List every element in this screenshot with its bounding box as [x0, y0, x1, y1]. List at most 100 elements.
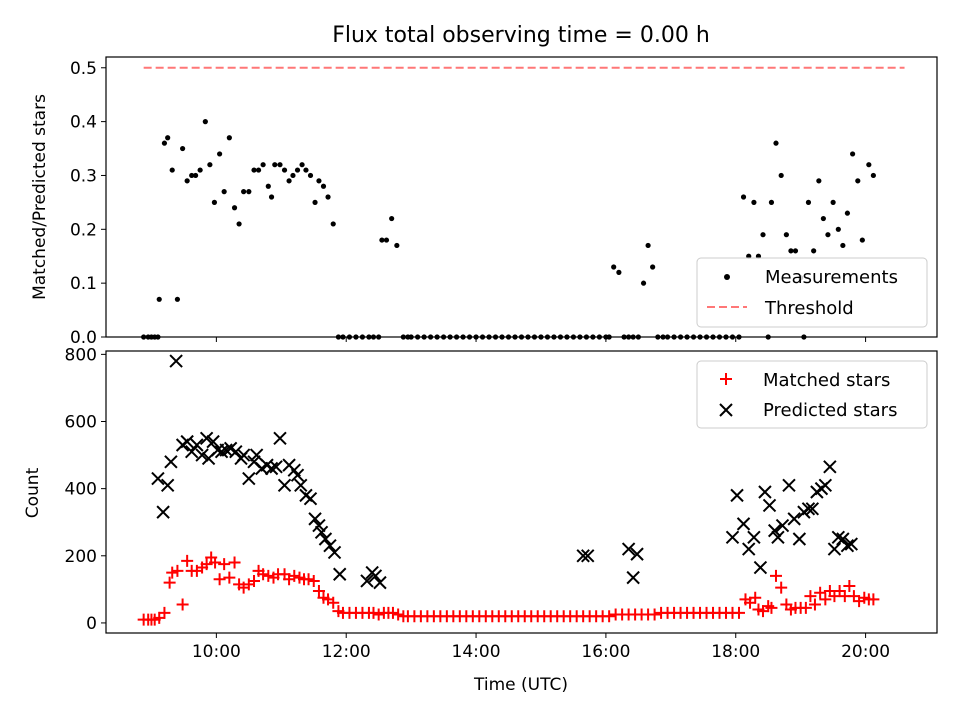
- matched-star-point: [163, 576, 176, 589]
- measurement-point: [217, 151, 223, 157]
- predicted-star-point: [184, 445, 199, 459]
- predicted-star-point: [169, 354, 183, 368]
- measurement-point: [760, 232, 766, 238]
- matched-star-point: [603, 610, 616, 623]
- measurement-point: [330, 221, 336, 227]
- predicted-star-point: [775, 518, 790, 533]
- measurement-point: [189, 172, 195, 179]
- measurement-point: [277, 162, 283, 168]
- measurement-point: [307, 172, 314, 179]
- bottom-axes-frame: [105, 350, 938, 634]
- predicted-star-point: [626, 570, 640, 585]
- measurement-point: [650, 264, 656, 270]
- predicted-star-point: [753, 560, 768, 575]
- matched-star-point: [171, 564, 184, 577]
- matched-star-point: [209, 556, 222, 569]
- matched-star-point: [302, 573, 315, 586]
- bottom-legend-box: [696, 360, 928, 429]
- predicted-star-point: [151, 471, 165, 486]
- measurement-point: [389, 215, 395, 222]
- matched-star-point: [814, 586, 827, 599]
- measurement-point: [830, 199, 836, 205]
- measurement-point: [859, 237, 865, 243]
- matched-star-point: [847, 590, 860, 603]
- measurement-point: [180, 145, 186, 152]
- predicted-star-point: [229, 445, 243, 459]
- top-panel: Flux total observing time = 0.00 h Match…: [30, 23, 938, 348]
- matched-star-point: [804, 590, 817, 603]
- measurement-point: [816, 178, 822, 184]
- legend-predicted-label: Predicted stars: [763, 400, 897, 421]
- predicted-star-point: [736, 517, 751, 531]
- bottom-x-ticks: 10:00 12:00 14:00 16:00 18:00 20:00: [192, 633, 890, 662]
- predicted-star-point: [308, 512, 322, 526]
- bottom-y-tick-label: 800: [65, 345, 97, 365]
- measurement-point: [265, 183, 271, 189]
- matched-star-point: [262, 569, 275, 582]
- measurement-point: [320, 183, 327, 189]
- predicted-star-point: [199, 431, 214, 445]
- bottom-x-tick-label: 12:00: [322, 642, 371, 662]
- matched-star-point: [223, 571, 236, 584]
- measurement-point: [811, 248, 817, 254]
- measurement-point: [844, 210, 851, 216]
- matched-star-point: [372, 608, 385, 621]
- bottom-y-tick-label: 200: [65, 547, 97, 567]
- measurement-point: [184, 178, 190, 184]
- matched-star-point: [819, 593, 832, 606]
- measurement-point: [165, 135, 171, 141]
- predicted-star-point: [156, 505, 170, 519]
- predicted-star-point: [273, 431, 287, 445]
- matched-star-point: [843, 580, 856, 592]
- top-axes-frame: [105, 56, 938, 338]
- measurement-point: [221, 189, 227, 195]
- measurement-point: [383, 237, 390, 243]
- predicted-star-point: [576, 549, 590, 563]
- legend-threshold-label: Threshold: [764, 298, 854, 319]
- measurement-point: [855, 178, 861, 184]
- bottom-legend: Matched stars Predicted stars: [696, 360, 928, 429]
- measurement-point: [611, 264, 617, 270]
- matched-star-point: [257, 568, 270, 581]
- matched-star-point: [769, 569, 782, 582]
- measurement-point: [231, 205, 238, 211]
- predicted-star-point: [195, 448, 209, 462]
- measurement-point: [268, 194, 275, 200]
- matched-star-point: [392, 608, 405, 621]
- measurement-point: [192, 172, 199, 179]
- measurement-point: [174, 296, 181, 302]
- top-y-tick-label: 0.1: [70, 274, 97, 294]
- measurement-point: [156, 296, 162, 302]
- measurement-point: [226, 135, 232, 141]
- matched-star-point: [288, 569, 301, 582]
- bottom-x-tick-label: 18:00: [711, 642, 760, 662]
- measurement-point: [260, 162, 266, 168]
- matched-star-point: [228, 556, 241, 569]
- bottom-x-tick-label: 10:00: [192, 642, 241, 662]
- matched-star-point: [248, 574, 261, 587]
- predicted-star-point: [767, 523, 782, 538]
- predicted-star-point: [758, 485, 772, 499]
- measurement-point: [236, 221, 242, 227]
- predicted-star-point: [801, 502, 816, 516]
- measurement-point: [303, 167, 309, 173]
- matched-star-point: [200, 558, 213, 571]
- matched-star-point: [312, 585, 325, 598]
- matched-star-point: [327, 596, 340, 609]
- matched-star-point: [775, 581, 788, 594]
- top-y-tick-label: 0.0: [70, 328, 97, 348]
- predicted-star-point: [249, 448, 264, 462]
- predicted-star-point: [333, 567, 347, 581]
- bottom-y-axis-label: Count: [23, 467, 43, 518]
- measurement-point: [825, 232, 831, 238]
- predicted-star-point: [805, 502, 820, 516]
- matched-star-point: [307, 574, 320, 587]
- measurement-point: [286, 178, 292, 184]
- measurement-point: [251, 167, 257, 173]
- matched-star-point: [367, 606, 380, 619]
- predicted-star-point: [771, 530, 785, 545]
- measurement-point: [379, 237, 385, 243]
- predicted-star-point: [269, 460, 283, 474]
- predicted-star-point: [630, 547, 644, 561]
